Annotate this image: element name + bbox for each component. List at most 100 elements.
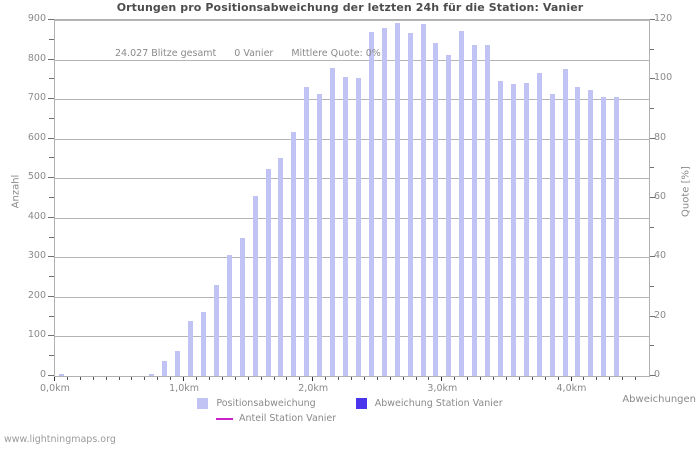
bar-positionsabweichung — [536, 73, 542, 376]
bar-positionsabweichung — [317, 94, 323, 376]
y-axis-left-minor-tick — [49, 78, 54, 79]
y-axis-left-tick-label: 200 — [27, 289, 46, 301]
bar-positionsabweichung — [291, 131, 297, 376]
y-axis-right-tick — [649, 19, 655, 20]
x-axis-minor-tick — [493, 376, 494, 380]
x-axis-tick-label: 0,0km — [40, 383, 70, 394]
legend-item-1[interactable]: Abweichung Station Vanier — [355, 398, 503, 409]
x-axis-minor-tick — [144, 376, 145, 380]
bar-positionsabweichung — [433, 42, 439, 376]
bar-positionsabweichung — [226, 254, 232, 376]
x-axis-minor-tick — [235, 376, 236, 380]
x-axis-minor-tick — [364, 376, 365, 380]
bar-positionsabweichung — [485, 44, 491, 376]
bar-positionsabweichung — [149, 374, 155, 376]
grid-line — [55, 178, 649, 179]
bar-positionsabweichung — [407, 33, 413, 376]
bar-positionsabweichung — [562, 69, 568, 376]
bar-positionsabweichung — [601, 97, 607, 376]
plot-area: 24.027 Blitze gesamt 0 Vanier Mittlere Quo… — [54, 19, 650, 377]
x-axis-minor-tick — [222, 376, 223, 380]
x-axis-minor-tick — [67, 376, 68, 380]
x-axis-minor-tick — [480, 376, 481, 380]
y-axis-right-tick — [649, 316, 655, 317]
annotation-item-2: Mittlere Quote: 0% — [291, 48, 381, 59]
x-axis-tick — [441, 376, 442, 381]
x-axis-tick — [312, 376, 313, 381]
y-axis-left-tick-label: 0 — [39, 369, 46, 380]
bar-positionsabweichung — [614, 97, 620, 376]
y-axis-right-minor-tick — [649, 345, 654, 346]
y-axis-left-tick-label: 400 — [27, 210, 46, 222]
y-axis-left-tick — [48, 296, 54, 297]
bar-positionsabweichung — [265, 169, 271, 376]
x-axis-minor-tick — [338, 376, 339, 380]
y-axis-left-tick-label: 500 — [27, 171, 46, 183]
bar-positionsabweichung — [355, 77, 361, 376]
x-axis-minor-tick — [390, 376, 391, 380]
y-axis-right-tick-label: 80 — [654, 131, 667, 143]
y-axis-left-minor-tick — [49, 316, 54, 317]
x-axis-minor-tick — [261, 376, 262, 380]
x-axis-minor-tick — [248, 376, 249, 380]
y-axis-right-tick-label: 60 — [654, 191, 667, 202]
x-axis-tick — [183, 376, 184, 381]
grid-line — [55, 297, 649, 298]
x-axis-minor-tick — [351, 376, 352, 380]
y-axis-right-tick — [649, 375, 655, 376]
grid-line — [55, 60, 649, 61]
y-axis-right-tick — [649, 138, 655, 139]
x-axis-minor-tick — [274, 376, 275, 380]
y-axis-left-tick — [48, 19, 54, 20]
x-axis-minor-tick — [286, 376, 287, 380]
x-axis-minor-tick — [93, 376, 94, 380]
annotation-item-0: 24.027 Blitze gesamt — [115, 48, 217, 59]
y-axis-right-tick-label: 20 — [654, 309, 667, 321]
legend-square-icon — [355, 398, 367, 409]
bar-positionsabweichung — [368, 32, 374, 376]
grid-line — [55, 218, 649, 219]
y-axis-left-tick — [48, 59, 54, 60]
y-axis-left-minor-tick — [49, 197, 54, 198]
legend-row-secondary: Anteil Station Vanier — [0, 413, 700, 424]
bar-positionsabweichung — [523, 83, 529, 376]
x-axis-minor-tick — [596, 376, 597, 380]
legend-item-0[interactable]: Positionsabweichung — [197, 398, 316, 409]
bar-positionsabweichung — [472, 44, 478, 376]
grid-line — [55, 336, 649, 337]
legend-label: Positionsabweichung — [216, 398, 316, 409]
y-axis-left-minor-tick — [49, 237, 54, 238]
y-axis-left-tick-label: 800 — [27, 52, 46, 64]
y-axis-right-tick-label: 100 — [654, 72, 673, 84]
y-axis-right-minor-tick — [649, 108, 654, 109]
y-axis-left-tick — [48, 217, 54, 218]
bar-positionsabweichung — [588, 90, 594, 376]
bar-positionsabweichung — [252, 196, 258, 376]
bar-positionsabweichung — [330, 68, 336, 376]
bar-positionsabweichung — [394, 22, 400, 376]
x-axis-minor-tick — [545, 376, 546, 380]
x-axis-minor-tick — [131, 376, 132, 380]
legend-label: Anteil Station Vanier — [239, 413, 337, 424]
x-axis-minor-tick — [119, 376, 120, 380]
y-axis-right-minor-tick — [649, 167, 654, 168]
y-axis-left-minor-tick — [49, 118, 54, 119]
x-axis-minor-tick — [403, 376, 404, 380]
legend-item-2[interactable]: Anteil Station Vanier — [216, 413, 336, 424]
bar-positionsabweichung — [162, 360, 168, 376]
bar-positionsabweichung — [446, 54, 452, 376]
grid-line — [55, 99, 649, 100]
bar-positionsabweichung — [58, 374, 64, 376]
x-axis-minor-tick — [609, 376, 610, 380]
x-axis-minor-tick — [157, 376, 158, 380]
y-axis-right-tick-label: 0 — [654, 369, 661, 380]
bar-positionsabweichung — [575, 87, 581, 376]
x-axis-minor-tick — [299, 376, 300, 380]
grid-line — [55, 139, 649, 140]
legend-line-icon — [216, 417, 233, 420]
x-axis-minor-tick — [519, 376, 520, 380]
x-axis-minor-tick — [558, 376, 559, 380]
x-axis-minor-tick — [170, 376, 171, 380]
bar-positionsabweichung — [549, 94, 555, 376]
